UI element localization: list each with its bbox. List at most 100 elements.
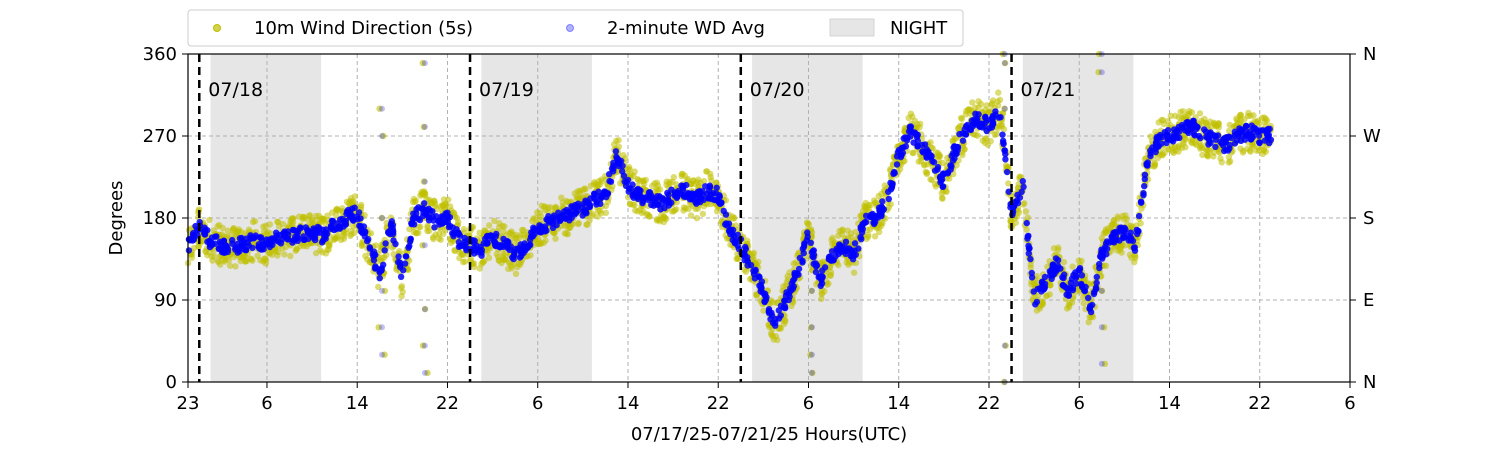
wd-avg-point bbox=[484, 240, 491, 247]
wd-avg-point bbox=[242, 246, 249, 254]
wind-direction-point bbox=[871, 233, 879, 240]
wind-direction-point bbox=[1247, 148, 1254, 155]
wind-direction-point bbox=[527, 252, 534, 259]
wd-avg-point bbox=[982, 114, 989, 121]
wind-direction-point bbox=[620, 152, 627, 159]
wd-avg-point bbox=[379, 133, 385, 139]
wind-direction-point bbox=[939, 195, 946, 202]
wd-avg-point bbox=[1092, 284, 1100, 291]
wind-direction-point bbox=[1001, 59, 1009, 67]
wd-avg-point bbox=[772, 319, 779, 327]
wd-avg-point bbox=[1256, 139, 1263, 147]
wind-direction-point bbox=[615, 137, 622, 144]
wind-direction-point bbox=[1197, 145, 1204, 152]
wd-avg-point bbox=[1096, 260, 1103, 268]
wind-direction-point bbox=[1172, 112, 1179, 120]
wind-direction-point bbox=[481, 227, 488, 234]
wind-direction-point bbox=[807, 351, 814, 358]
wd-avg-point bbox=[379, 324, 385, 331]
y2-tick-label: N bbox=[1363, 44, 1376, 65]
wd-avg-point bbox=[546, 219, 553, 226]
wind-direction-point bbox=[453, 214, 461, 222]
wd-avg-point bbox=[593, 201, 600, 208]
wind-direction-point bbox=[398, 283, 406, 290]
wd-avg-point bbox=[390, 237, 397, 244]
wd-avg-point bbox=[722, 211, 730, 218]
wd-avg-point bbox=[405, 244, 412, 251]
wind-direction-point bbox=[666, 178, 673, 186]
wind-direction-point bbox=[744, 237, 751, 244]
wd-avg-point bbox=[609, 162, 617, 170]
wd-avg-point bbox=[516, 254, 524, 261]
x-tick-label: 14 bbox=[617, 393, 640, 414]
wd-avg-point bbox=[376, 275, 383, 282]
day-marker-label: 07/21 bbox=[1021, 79, 1076, 101]
legend-marker-night bbox=[829, 18, 875, 37]
wd-avg-point bbox=[412, 214, 420, 221]
wd-avg-point bbox=[698, 195, 705, 202]
wd-avg-point bbox=[1019, 178, 1026, 185]
legend-marker-wd-avg bbox=[566, 24, 574, 32]
wind-direction-point bbox=[1132, 253, 1139, 260]
wind-direction-point bbox=[1159, 116, 1167, 124]
wd-avg-point bbox=[647, 192, 655, 199]
wd-avg-point bbox=[381, 247, 388, 254]
y-tick-label: 360 bbox=[143, 44, 177, 65]
wd-avg-point bbox=[591, 190, 598, 198]
wd-avg-point bbox=[1093, 279, 1100, 287]
wd-avg-point bbox=[967, 126, 975, 134]
wd-avg-point bbox=[1113, 229, 1121, 236]
wd-avg-point bbox=[1001, 105, 1008, 112]
wd-avg-point bbox=[232, 244, 239, 251]
wind-direction-point bbox=[563, 230, 570, 237]
wind-direction-point bbox=[1240, 147, 1247, 154]
wd-avg-point bbox=[380, 261, 387, 268]
wind-direction-point bbox=[303, 243, 310, 250]
wd-avg-point bbox=[683, 181, 690, 189]
wind-direction-point bbox=[399, 288, 406, 295]
wd-avg-point bbox=[833, 247, 840, 254]
wd-avg-point bbox=[425, 213, 432, 221]
wd-avg-point bbox=[808, 369, 815, 376]
wind-direction-point bbox=[1227, 158, 1234, 165]
wind-direction-point bbox=[1147, 133, 1154, 140]
wd-avg-point bbox=[537, 229, 544, 236]
wind-direction-point bbox=[876, 228, 883, 236]
wind-direction-point bbox=[420, 178, 428, 185]
wd-avg-point bbox=[1257, 127, 1264, 134]
wind-direction-point bbox=[1180, 108, 1187, 115]
wd-avg-point bbox=[355, 209, 363, 216]
wind-direction-point bbox=[486, 222, 493, 229]
wind-direction-point bbox=[573, 193, 580, 200]
wind-direction-point bbox=[411, 198, 418, 206]
wind-direction-point bbox=[927, 176, 934, 183]
wind-direction-point bbox=[424, 369, 431, 377]
wd-avg-point bbox=[525, 243, 532, 251]
wd-avg-point bbox=[910, 139, 917, 146]
wind-direction-point bbox=[461, 258, 469, 265]
wind-direction-point bbox=[1137, 220, 1144, 227]
wd-avg-point bbox=[382, 240, 389, 247]
wd-avg-point bbox=[379, 105, 385, 112]
wind-direction-point bbox=[417, 223, 424, 231]
legend-frame bbox=[187, 9, 964, 47]
wd-avg-point bbox=[729, 226, 737, 234]
wd-avg-point bbox=[893, 161, 901, 168]
wind-direction-point bbox=[693, 214, 701, 222]
wind-direction-point bbox=[923, 169, 931, 176]
wind-direction-point bbox=[1189, 140, 1196, 147]
wd-avg-point bbox=[876, 208, 884, 215]
wind-direction-point bbox=[772, 333, 780, 340]
wd-avg-point bbox=[421, 60, 428, 67]
wd-avg-point bbox=[626, 185, 633, 192]
wind-direction-point bbox=[281, 251, 288, 258]
legend-marker-wind-direction bbox=[213, 24, 221, 32]
wd-avg-point bbox=[491, 241, 499, 248]
wd-avg-point bbox=[401, 260, 409, 267]
wd-avg-point bbox=[439, 219, 447, 226]
wd-avg-point bbox=[799, 259, 806, 266]
wd-avg-point bbox=[1025, 232, 1032, 240]
wd-avg-point bbox=[369, 250, 376, 257]
wind-direction-point bbox=[862, 206, 869, 213]
wd-avg-point bbox=[433, 213, 440, 220]
